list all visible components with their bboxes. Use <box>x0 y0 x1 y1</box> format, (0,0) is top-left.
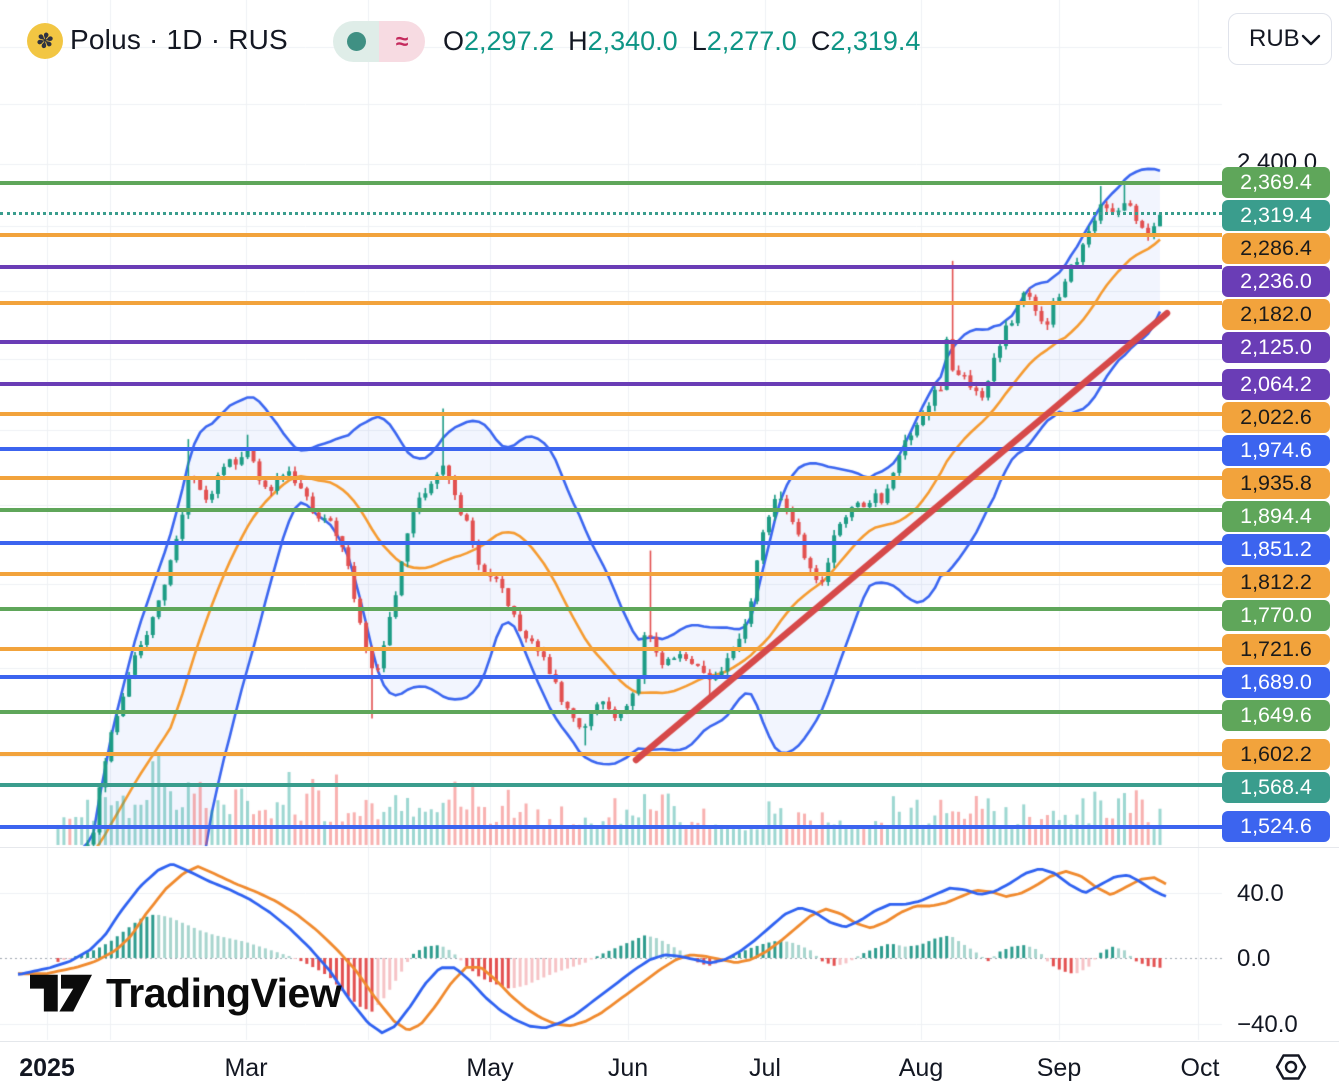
price-level-line[interactable] <box>0 339 1222 344</box>
symbol-title[interactable]: Polus · 1D · RUS <box>70 24 288 55</box>
approx-icon: ≈ <box>395 28 409 54</box>
close-value: 2,319.4 <box>830 26 921 56</box>
time-axis-label[interactable]: 2025 <box>19 1054 75 1082</box>
indicator-legend-pill[interactable]: ≈ <box>333 21 425 62</box>
time-axis-label[interactable]: Oct <box>1180 1054 1220 1082</box>
price-level-badge: 1,812.2 <box>1222 566 1330 598</box>
price-level-badge: 2,236.0 <box>1222 266 1330 298</box>
price-level-line[interactable] <box>0 447 1222 451</box>
price-level-badge: 2,319.4 <box>1222 200 1330 232</box>
currency-value: RUB <box>1249 25 1300 52</box>
low-value: 2,277.0 <box>706 26 797 56</box>
price-level-badge: 1,974.6 <box>1222 434 1330 466</box>
watermark-text: TradingView <box>106 970 342 1016</box>
indicator-status[interactable]: ≈ <box>379 21 425 62</box>
price-level-badge: 2,286.4 <box>1222 233 1330 265</box>
indicator-axis-label[interactable]: −40.0 <box>1237 1011 1298 1038</box>
price-level-line[interactable] <box>0 507 1222 512</box>
price-level-line[interactable] <box>0 541 1222 546</box>
price-level-badge: 1,935.8 <box>1222 467 1330 499</box>
price-level-badge: 1,524.6 <box>1222 811 1330 843</box>
close-label: C <box>810 26 831 56</box>
last-price-line[interactable] <box>0 211 1222 215</box>
chart-header: ✽ Polus · 1D · RUS ≈ O2,297.2 H2,340.0 L2,… <box>0 0 1339 88</box>
price-level-badge: 2,182.0 <box>1222 299 1330 331</box>
price-level-badge: 1,602.2 <box>1222 738 1330 770</box>
price-level-badge: 2,064.2 <box>1222 368 1330 400</box>
scale-settings-icon[interactable] <box>1273 1050 1309 1084</box>
time-axis-label[interactable]: May <box>466 1054 514 1082</box>
low-label: L <box>691 26 707 56</box>
price-level-badge: 1,851.2 <box>1222 533 1330 565</box>
price-level-line[interactable] <box>0 301 1222 306</box>
price-level-line[interactable] <box>0 411 1222 416</box>
price-level-badge: 1,894.4 <box>1222 500 1330 532</box>
indicator-axis-label[interactable]: 40.0 <box>1237 880 1284 907</box>
high-label: H <box>568 26 588 56</box>
price-level-line[interactable] <box>0 475 1222 480</box>
price-level-line[interactable] <box>0 180 1222 185</box>
time-axis[interactable]: 2025 Mar May Jun Jul Aug Sep Oct <box>0 1041 1339 1092</box>
price-level-badge: 2,369.4 <box>1222 167 1330 199</box>
tradingview-logo-icon <box>30 974 92 1012</box>
price-level-line[interactable] <box>0 752 1222 757</box>
pane-divider[interactable] <box>0 847 1339 848</box>
price-level-badge: 2,125.0 <box>1222 332 1330 364</box>
price-level-badge: 1,689.0 <box>1222 666 1330 698</box>
open-label: O <box>443 26 465 56</box>
price-level-badge: 1,721.6 <box>1222 633 1330 665</box>
ohlc-readout: O2,297.2 H2,340.0 L2,277.0 C2,319.4 <box>443 26 934 57</box>
series-dot-icon <box>346 32 366 51</box>
price-level-line[interactable] <box>0 265 1222 270</box>
price-level-line[interactable] <box>0 382 1222 387</box>
price-level-line[interactable] <box>0 675 1222 680</box>
tradingview-watermark: TradingView <box>30 970 342 1017</box>
price-level-badge: 1,568.4 <box>1222 771 1330 803</box>
price-level-badge: 1,649.6 <box>1222 699 1330 731</box>
polus-flake-icon: ✽ <box>33 27 56 55</box>
time-axis-label[interactable]: Aug <box>898 1054 944 1082</box>
price-level-line[interactable] <box>0 709 1222 714</box>
price-level-line[interactable] <box>0 572 1222 577</box>
currency-selector[interactable]: RUB <box>1228 13 1332 65</box>
time-axis-label[interactable]: Jun <box>607 1054 649 1082</box>
chevron-down-icon <box>1301 34 1321 46</box>
price-level-line[interactable] <box>0 606 1222 611</box>
open-value: 2,297.2 <box>464 26 555 56</box>
price-level-line[interactable] <box>0 783 1222 788</box>
series-status[interactable] <box>333 21 379 62</box>
high-value: 2,340.0 <box>587 26 678 56</box>
price-level-line[interactable] <box>0 824 1222 829</box>
price-level-line[interactable] <box>0 647 1222 652</box>
time-axis-label[interactable]: Mar <box>224 1054 268 1082</box>
time-axis-label[interactable]: Jul <box>749 1054 781 1082</box>
indicator-axis-label[interactable]: 0.0 <box>1237 945 1271 972</box>
price-level-badge: 1,770.0 <box>1222 599 1330 631</box>
price-level-line[interactable] <box>0 232 1222 237</box>
time-axis-label[interactable]: Sep <box>1036 1054 1082 1082</box>
price-level-badge: 2,022.6 <box>1222 401 1330 433</box>
symbol-logo-icon[interactable]: ✽ <box>27 23 63 59</box>
